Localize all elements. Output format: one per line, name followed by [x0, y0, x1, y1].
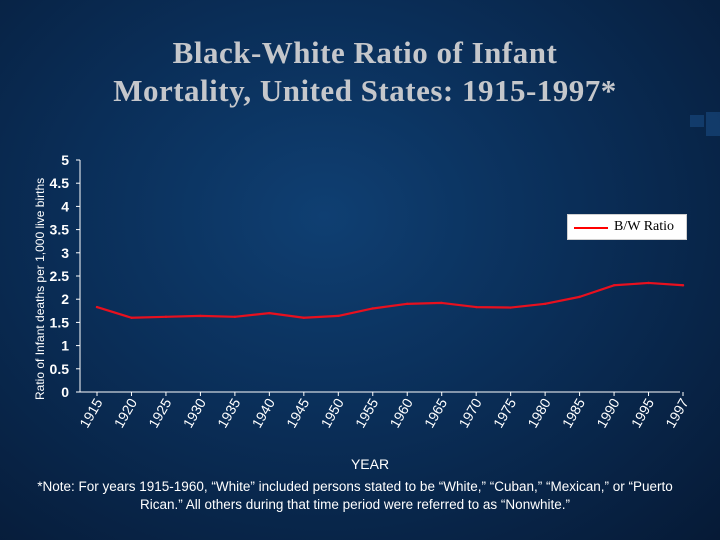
x-tick-label: 1975 [490, 395, 520, 430]
data-point [302, 316, 306, 319]
data-point [406, 302, 409, 306]
data-point [578, 295, 581, 299]
x-tick-label: 1920 [111, 395, 141, 430]
y-tick-label: 1.5 [50, 314, 70, 330]
series-line-bw-ratio [95, 281, 685, 319]
y-tick-label: 4 [61, 198, 69, 214]
x-tick-label: 1965 [421, 395, 451, 430]
x-axis-label: YEAR [350, 456, 390, 472]
y-tick-label: 2 [61, 291, 69, 307]
y-tick-label: 3.5 [50, 222, 70, 238]
y-tick-label: 0 [61, 384, 69, 400]
legend-label: B/W Ratio [614, 219, 675, 234]
decorative-block [706, 112, 720, 136]
data-point [199, 314, 202, 318]
x-tick-label: 1995 [628, 395, 658, 430]
x-tick-label: 1997 [662, 395, 692, 430]
data-point [440, 301, 443, 305]
x-tick-label: 1935 [214, 395, 244, 430]
y-tick-label: 3 [61, 245, 69, 261]
data-point [681, 284, 685, 287]
data-point [474, 305, 478, 309]
x-tick-label: 1940 [249, 395, 279, 430]
data-point [337, 314, 340, 318]
x-tick-labels: 1915 1920 1925 1930 1935 1940 1945 1950 1955 1960… [76, 392, 692, 430]
data-point [95, 305, 99, 309]
y-tick-label: 5 [61, 152, 69, 168]
title-line-2: Mortality, United States: 1915-1997* [113, 73, 617, 108]
x-tick-label: 1925 [145, 395, 175, 430]
x-tick-label: 1945 [283, 395, 313, 430]
x-tick-label: 1990 [593, 395, 623, 430]
y-tick-label: 4.5 [50, 175, 70, 191]
footnote: *Note: For years 1915-1960, “White” incl… [37, 479, 673, 512]
data-point [164, 315, 168, 319]
data-point [268, 311, 271, 315]
y-tick-labels: 0 0.5 1 1.5 2 2.5 3 3.5 4 4.5 5 [50, 152, 80, 400]
y-tick-label: 2.5 [50, 268, 70, 284]
data-point [509, 306, 512, 309]
y-axis-label: Ratio of Infant deaths per 1,000 live bi… [33, 177, 47, 400]
data-point [130, 316, 133, 319]
x-tick-label: 1930 [180, 395, 210, 430]
x-tick-label: 1950 [317, 395, 347, 430]
data-point [647, 281, 650, 285]
chart-legend: B/W Ratio [567, 214, 687, 240]
x-tick-label: 1985 [559, 395, 589, 430]
x-tick-label: 1960 [386, 395, 416, 430]
data-point [543, 302, 547, 306]
data-point [233, 315, 237, 319]
legend-swatch [574, 227, 608, 229]
x-tick-label: 1915 [76, 395, 106, 430]
chart-series [95, 281, 685, 319]
x-tick-label: 1980 [524, 395, 554, 430]
data-point [371, 307, 374, 310]
x-tick-label: 1955 [352, 395, 382, 430]
title-line-1: Black-White Ratio of Infant [172, 35, 558, 70]
y-tick-label: 0.5 [50, 361, 70, 377]
chart-axes [79, 160, 680, 393]
y-tick-label: 1 [61, 338, 69, 354]
page-title: Black-White Ratio of Infant Mortality, U… [40, 34, 690, 110]
decorative-block [690, 115, 704, 127]
x-tick-label: 1970 [455, 395, 485, 430]
data-point [612, 284, 616, 287]
